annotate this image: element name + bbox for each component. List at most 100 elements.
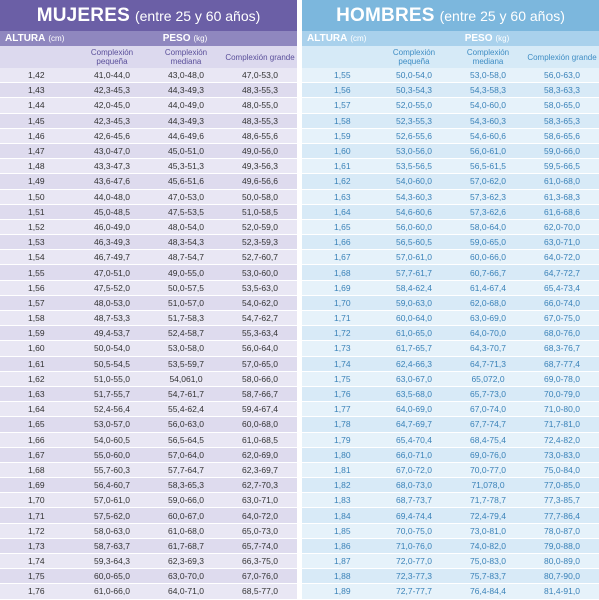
men-height-cell: 1,65: [334, 221, 351, 232]
men-altura-label: ALTURA: [307, 33, 348, 44]
women-large-frame-cell: 62,3-69,7: [242, 464, 278, 475]
men-small-frame-cell: 68,7-73,7: [396, 495, 432, 506]
women-medium-frame-cell: 63,0-70,0: [168, 571, 204, 582]
men-table-row: 1,86 71,0-76,0 74,0-82,0 79,0-88,0: [302, 538, 599, 554]
men-large-frame-cell: 78,0-87,0: [544, 525, 580, 536]
men-small-frame-cell: 63,0-67,0: [396, 373, 432, 384]
women-table-row: 1,44 42,0-45,0 44,0-49,0 48,0-55,0: [0, 98, 297, 114]
women-table-row: 1,45 42,3-45,3 44,3-49,3 48,3-55,3: [0, 113, 297, 129]
men-table-row: 1,77 64,0-69,0 67,0-74,0 71,0-80,0: [302, 402, 599, 418]
women-medium-frame-cell: 48,0-54,0: [168, 221, 204, 232]
men-large-frame-cell: 79,0-88,0: [544, 540, 580, 551]
women-height-cell: 1,71: [28, 510, 45, 521]
women-small-frame-cell: 59,3-64,3: [94, 556, 130, 567]
women-col-large: Complexión grande: [225, 52, 295, 62]
women-large-frame-cell: 66,3-75,0: [242, 556, 278, 567]
women-height-cell: 1,70: [28, 495, 45, 506]
men-table-row: 1,66 56,5-60,5 59,0-65,0 63,0-71,0: [302, 235, 599, 251]
women-table-row: 1,53 46,3-49,3 48,3-54,3 52,3-59,3: [0, 235, 297, 251]
men-altura-unit: (cm): [350, 34, 367, 43]
men-large-frame-cell: 56,0-63,0: [544, 70, 580, 81]
women-table-row: 1,47 43,0-47,0 45,0-51,0 49,0-56,0: [0, 143, 297, 160]
women-table-row: 1,56 47,5-52,0 50,0-57,5 53,5-63,0: [0, 280, 297, 296]
men-large-frame-cell: 68,3-76,7: [544, 343, 580, 354]
men-height-cell: 1,57: [334, 100, 351, 111]
women-large-frame-cell: 48,0-55,0: [242, 100, 278, 111]
women-table-row: 1,71 57,5-62,0 60,0-67,0 64,0-72,0: [0, 508, 297, 524]
women-small-frame-cell: 43,3-47,3: [94, 161, 130, 172]
women-height-cell: 1,52: [28, 221, 45, 232]
panel-divider: [297, 0, 302, 600]
women-table-row: 1,46 42,6-45,6 44,6-49,6 48,6-55,6: [0, 128, 297, 144]
women-small-frame-cell: 58,7-63,7: [94, 540, 130, 551]
women-medium-frame-cell: 54,7-61,7: [168, 389, 204, 400]
women-altura-unit: (cm): [48, 34, 65, 43]
women-peso-unit: (kg): [193, 34, 208, 43]
men-medium-frame-cell: 75,0-83,0: [470, 556, 506, 567]
women-table-row: 1,52 46,0-49,0 48,0-54,0 52,0-59,0: [0, 219, 297, 236]
women-small-frame-cell: 56,4-60,7: [94, 480, 130, 491]
women-table-row: 1,69 56,4-60,7 58,3-65,3 62,7-70,3: [0, 478, 297, 494]
women-table-row: 1,64 52,4-56,4 55,4-62,4 59,4-67,4: [0, 402, 297, 418]
men-table-row: 1,67 57,0-61,0 60,0-66,0 64,0-72,0: [302, 250, 599, 266]
women-large-frame-cell: 48,3-55,3: [242, 115, 278, 126]
men-height-cell: 1,75: [334, 373, 351, 384]
men-medium-frame-cell: 59,0-65,0: [470, 237, 506, 248]
men-table-row: 1,57 52,0-55,0 54,0-60,0 58,0-65,0: [302, 98, 599, 114]
women-medium-frame-cell: 47,5-53,5: [168, 206, 204, 217]
women-small-frame-cell: 58,0-63,0: [94, 525, 130, 536]
men-large-frame-cell: 80,0-89,0: [544, 556, 580, 567]
women-title-main: MUJERES: [36, 4, 130, 26]
men-medium-frame-cell: 53,0-58,0: [470, 70, 506, 81]
women-height-cell: 1,57: [28, 297, 45, 308]
women-small-frame-cell: 48,7-53,3: [94, 313, 130, 324]
men-table-row: 1,71 60,0-64,0 63,0-69,0 67,0-75,0: [302, 311, 599, 327]
women-height-cell: 1,51: [28, 206, 45, 217]
men-height-cell: 1,61: [334, 161, 351, 172]
men-table-row: 1,80 66,0-71,0 69,0-76,0 73,0-83,0: [302, 447, 599, 463]
women-height-cell: 1,54: [28, 252, 45, 263]
men-table-row: 1,61 53,5-56,5 56,5-61,5 59,5-66,5: [302, 159, 599, 175]
women-medium-frame-cell: 44,3-49,3: [168, 115, 204, 126]
women-large-frame-cell: 63,0-71,0: [242, 495, 278, 506]
men-small-frame-cell: 72,3-77,3: [396, 571, 432, 582]
men-header-row: ALTURA (cm) PESO (kg): [302, 31, 599, 46]
women-medium-frame-cell: 45,6-51,6: [168, 176, 204, 187]
women-table-row: 1,54 46,7-49,7 48,7-54,7 52,7-60,7: [0, 250, 297, 266]
women-small-frame-cell: 42,0-45,0: [94, 100, 130, 111]
women-table-body: 1,42 41,0-44,0 43,0-48,0 47,0-53,0 1,43 42,3-…: [0, 68, 297, 600]
men-table-row: 1,62 54,0-60,0 57,0-62,0 61,0-68,0: [302, 174, 599, 190]
men-small-frame-cell: 66,0-71,0: [396, 449, 432, 460]
men-table-row: 1,70 59,0-63,0 62,0-68,0 66,0-74,0: [302, 295, 599, 311]
men-small-frame-cell: 57,0-61,0: [396, 252, 432, 263]
women-complexion-headers: Complexión pequeña Complexión mediana Co…: [0, 46, 297, 68]
men-medium-frame-cell: 58,0-64,0: [470, 221, 506, 232]
men-height-cell: 1,64: [334, 206, 351, 217]
men-height-cell: 1,77: [334, 404, 351, 415]
men-table-row: 1,88 72,3-77,3 75,7-83,7 80,7-90,0: [302, 569, 599, 585]
men-small-frame-cell: 50,3-54,3: [396, 85, 432, 96]
men-small-frame-cell: 72,7-77,7: [396, 586, 432, 597]
men-height-cell: 1,82: [334, 480, 351, 491]
women-small-frame-cell: 60,0-65,0: [94, 571, 130, 582]
women-large-frame-cell: 54,0-62,0: [242, 297, 278, 308]
women-small-frame-cell: 43,0-47,0: [94, 146, 130, 157]
men-table-row: 1,84 69,4-74,4 72,4-79,4 77,7-86,4: [302, 508, 599, 524]
men-col-medium: Complexión mediana: [466, 48, 510, 66]
men-height-cell: 1,63: [334, 191, 351, 202]
men-small-frame-cell: 53,0-56,0: [396, 146, 432, 157]
men-height-cell: 1,70: [334, 297, 351, 308]
men-medium-frame-cell: 75,7-83,7: [470, 571, 506, 582]
men-height-cell: 1,55: [334, 70, 351, 81]
women-small-frame-cell: 57,5-62,0: [94, 510, 130, 521]
men-medium-frame-cell: 60,7-66,7: [470, 267, 506, 278]
women-large-frame-cell: 61,0-68,5: [242, 434, 278, 445]
men-table-row: 1,59 52,6-55,6 54,6-60,6 58,6-65,6: [302, 128, 599, 144]
men-small-frame-cell: 57,7-61,7: [396, 267, 432, 278]
women-height-cell: 1,73: [28, 540, 45, 551]
men-small-frame-cell: 67,0-72,0: [396, 464, 432, 475]
women-table-row: 1,57 48,0-53,0 51,0-57,0 54,0-62,0: [0, 295, 297, 311]
women-height-cell: 1,61: [28, 358, 45, 369]
men-table-row: 1,78 64,7-69,7 67,7-74,7 71,7-81,0: [302, 417, 599, 433]
men-table-row: 1,72 61,0-65,0 64,0-70,0 68,0-76,0: [302, 326, 599, 342]
